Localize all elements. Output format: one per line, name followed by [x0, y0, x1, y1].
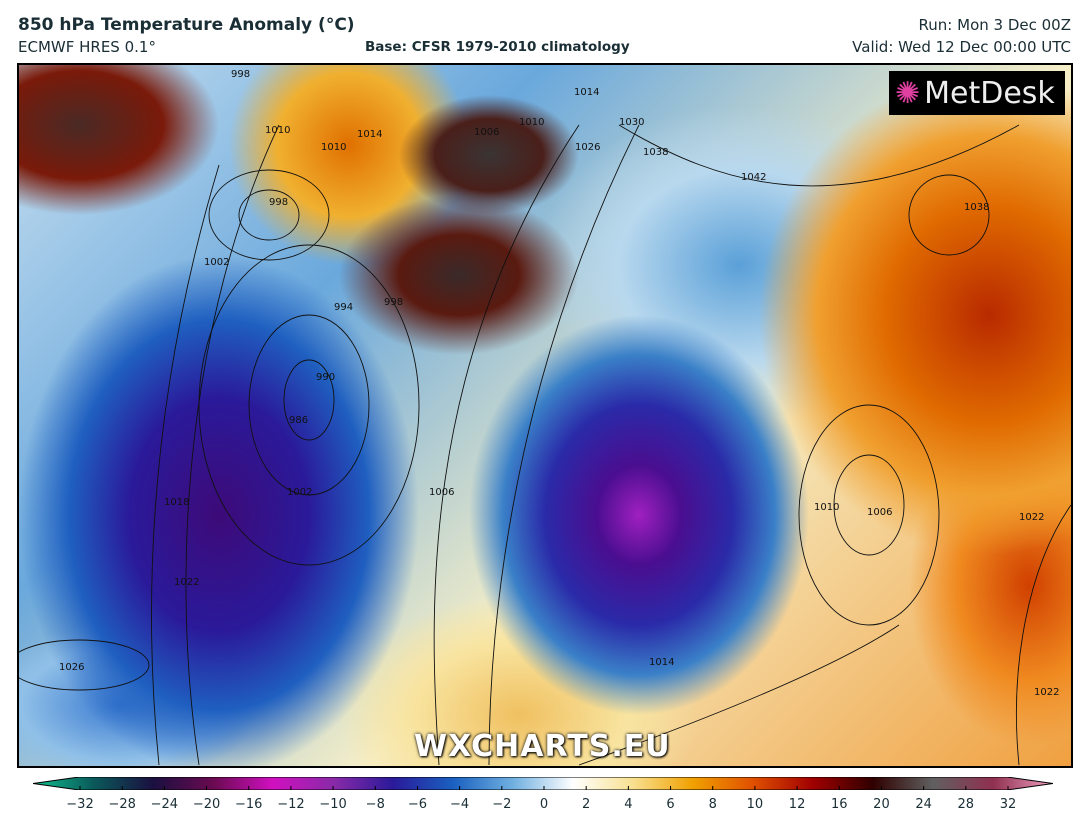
isobar-label: 1010: [265, 125, 290, 136]
isobar-label: 1006: [474, 127, 499, 138]
isobar-label: 1022: [174, 577, 199, 588]
isobar-label: 998: [269, 197, 288, 208]
isobar-layer: 998 1010 1010 1014 1006 1010 1014 1026 1…: [19, 69, 1071, 766]
colorbar-tick-label: −32: [66, 797, 94, 812]
colorbar-tick-label: 20: [873, 797, 890, 812]
map-title: 850 hPa Temperature Anomaly (°C): [18, 15, 355, 35]
isobar: [798, 404, 940, 626]
pinwheel-icon: ✺: [895, 75, 921, 111]
colorbar-tick-label: 8: [708, 797, 717, 812]
isobar: [908, 174, 990, 256]
colorbar-tick-label: −16: [235, 797, 263, 812]
isobar-label: 998: [384, 297, 403, 308]
colorbar-tick-label: −12: [277, 797, 305, 812]
isobar: [1016, 504, 1071, 766]
colorbar-tick-label: −24: [150, 797, 179, 812]
isobar-label: 1002: [287, 487, 312, 498]
colorbar-tick-label: 28: [957, 797, 975, 812]
isobar-label: 1010: [814, 502, 839, 513]
isobar: [151, 164, 220, 766]
colorbar-tick-label: 6: [666, 797, 675, 812]
isobar-label: 1018: [164, 497, 189, 508]
isobar: [19, 639, 150, 691]
colorbar-tick-label: −6: [407, 797, 428, 812]
isobar-label: 1042: [741, 172, 766, 183]
colorbar-tick-label: 32: [999, 797, 1017, 812]
model-label: ECMWF HRES 0.1°: [18, 38, 156, 56]
anomaly-map: 998 1010 1010 1014 1006 1010 1014 1026 1…: [17, 63, 1073, 768]
isobar-label: 1014: [574, 87, 599, 98]
colorbar-tick-label: −28: [108, 797, 136, 812]
isobar: [433, 124, 580, 766]
isobar: [238, 189, 300, 241]
colorbar-tick-label: 4: [624, 797, 633, 812]
run-time: Run: Mon 3 Dec 00Z: [918, 16, 1071, 34]
isobar-label: 1030: [619, 117, 644, 128]
isobar-label: 1006: [429, 487, 454, 498]
isobar-label: 1026: [575, 142, 600, 153]
isobar-label: 998: [231, 69, 250, 80]
colorbar-gradient: [33, 777, 1053, 790]
isobar-label: 1038: [964, 202, 989, 213]
isobar: [283, 359, 335, 441]
isobar-label: 994: [334, 302, 353, 313]
watermark: WXCHARTS.EU: [414, 729, 671, 764]
colorbar-tick-label: −4: [450, 797, 470, 812]
colorbar-tick-label: 16: [830, 797, 848, 812]
colorbar: [33, 777, 1053, 790]
colorbar-tick-label: 2: [582, 797, 591, 812]
isobar-label: 1026: [59, 662, 84, 673]
colorbar-tick-label: 12: [788, 797, 806, 812]
isobar-label: 1010: [519, 117, 544, 128]
isobar-label: 1014: [649, 657, 674, 668]
climatology-base: Base: CFSR 1979-2010 climatology: [365, 39, 630, 55]
isobar: [208, 169, 330, 261]
isobar: [488, 124, 640, 766]
isobar-label: 990: [316, 372, 335, 383]
metdesk-logo: ✺ MetDesk: [889, 71, 1065, 115]
colorbar-tick-label: −10: [319, 797, 347, 812]
isobar: [185, 124, 280, 766]
colorbar-tick-label: 10: [746, 797, 764, 812]
colorbar-tick-label: −8: [365, 797, 385, 812]
isobar-label: 1002: [204, 257, 229, 268]
isobar-label: 1010: [321, 142, 346, 153]
isobar: [578, 624, 900, 766]
isobar: [248, 314, 370, 496]
colorbar-tick-label: 24: [915, 797, 932, 812]
colorbar-tick-label: −20: [192, 797, 221, 812]
isobar: [833, 454, 905, 556]
colorbar-tick-label: −2: [492, 797, 512, 812]
isobar-label: 1006: [867, 507, 892, 518]
isobar: [618, 124, 1020, 187]
colorbar-tick-label: 0: [539, 797, 549, 812]
isobar-label: 1038: [643, 147, 668, 158]
isobar-label: 986: [289, 415, 308, 426]
logo-text: MetDesk: [924, 75, 1055, 111]
valid-time: Valid: Wed 12 Dec 00:00 UTC: [852, 38, 1071, 56]
isobar-label: 1022: [1034, 687, 1059, 698]
isobar: [198, 244, 420, 566]
isobar-label: 1022: [1019, 512, 1044, 523]
isobar-label: 1014: [357, 129, 382, 140]
